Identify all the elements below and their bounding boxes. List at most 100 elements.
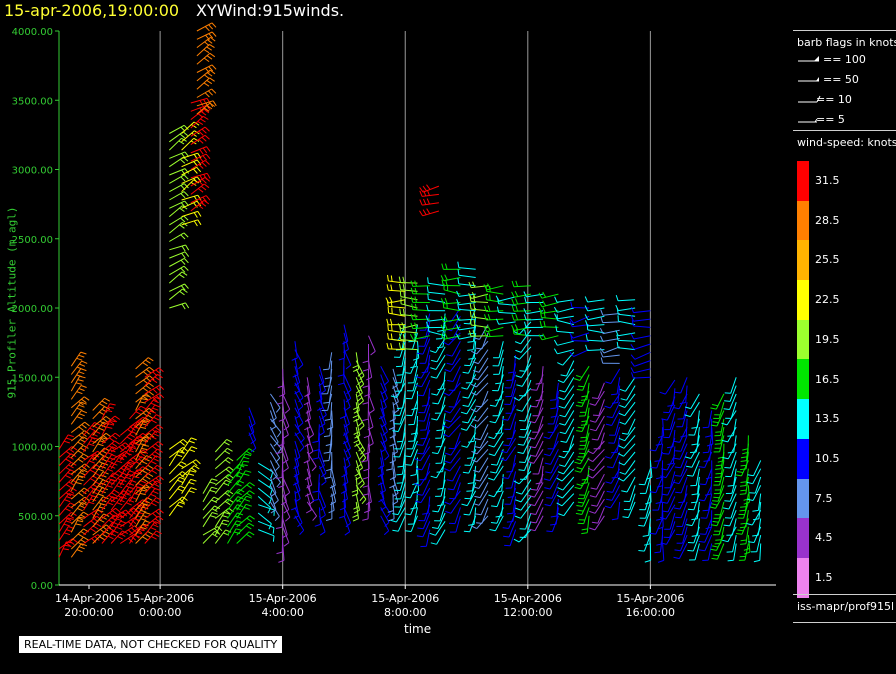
- wind-barb-feather: [130, 443, 136, 448]
- wind-barb: [528, 490, 544, 507]
- wind-barb-shaft: [478, 357, 489, 373]
- wind-barb: [687, 460, 700, 477]
- wind-barb: [709, 493, 725, 509]
- wind-barb-feather: [388, 426, 395, 430]
- wind-barb-shaft: [549, 490, 559, 507]
- wind-barb-feather: [128, 449, 134, 453]
- wind-barb-shaft: [479, 465, 489, 482]
- wind-barb: [739, 493, 749, 512]
- wind-barb: [362, 344, 369, 364]
- wind-barb-shaft: [458, 308, 476, 312]
- wind-barb-shaft: [597, 507, 605, 524]
- wind-barb: [169, 168, 190, 176]
- wind-barb-feather: [569, 351, 574, 357]
- wind-barb: [411, 303, 430, 312]
- wind-barb: [181, 446, 198, 461]
- wind-barb: [469, 318, 489, 328]
- wind-barb-feather: [150, 527, 157, 531]
- wind-barb-feather: [524, 321, 527, 328]
- wind-barb: [214, 498, 234, 511]
- wind-barb-feather: [386, 512, 391, 519]
- wind-barb-shaft: [732, 534, 737, 552]
- wind-barb-feather: [326, 468, 333, 472]
- wind-barb: [282, 418, 289, 439]
- wind-barb-shaft: [110, 479, 122, 494]
- wind-barb-feather: [179, 224, 185, 229]
- wind-barb-feather: [202, 115, 209, 120]
- wind-barb-feather: [198, 180, 204, 186]
- wind-barb-feather: [68, 514, 75, 519]
- wind-barb: [664, 471, 676, 489]
- wind-barb-shaft: [473, 424, 477, 442]
- wind-barb-shaft: [450, 407, 461, 423]
- wind-barb-feather: [308, 500, 315, 506]
- wind-barb: [387, 324, 406, 334]
- wind-barb-feather: [485, 293, 487, 300]
- wind-barb: [405, 440, 418, 458]
- wind-barb-shaft: [565, 418, 575, 434]
- wind-barb-feather: [201, 128, 207, 134]
- wind-barb-shaft: [633, 376, 651, 379]
- wind-barb-feather: [674, 391, 681, 394]
- wind-barb-shaft: [520, 496, 532, 511]
- wind-barb: [577, 440, 590, 458]
- wind-barb: [135, 444, 149, 461]
- wind-barb: [129, 405, 147, 420]
- y-tick-label: 4000.00: [12, 27, 53, 38]
- wind-barb-shaft: [355, 443, 367, 459]
- wind-barb: [473, 457, 489, 473]
- wind-barb: [407, 507, 418, 525]
- wind-barb: [70, 421, 90, 433]
- wind-barb: [618, 443, 636, 457]
- wind-barb-feather: [553, 339, 558, 346]
- wind-barb-shaft: [236, 490, 250, 503]
- wind-barb: [460, 415, 477, 431]
- wind-barb-feather: [502, 527, 509, 529]
- wind-barb-feather: [605, 423, 612, 426]
- wind-barb-shaft: [466, 415, 477, 431]
- wind-barb-shaft: [425, 529, 431, 547]
- wind-barb: [326, 410, 334, 430]
- wind-barb-feather: [352, 414, 359, 419]
- wind-barb-feather: [276, 431, 282, 438]
- wind-barb-shaft: [83, 515, 98, 528]
- wind-barb-shaft: [453, 474, 461, 490]
- wind-barb: [547, 432, 559, 450]
- wind-barb: [557, 476, 575, 491]
- wind-barb: [457, 261, 476, 270]
- wind-barb-feather: [523, 308, 527, 315]
- wind-barb: [511, 280, 531, 288]
- wind-barb: [110, 496, 127, 511]
- wind-barb-shaft: [633, 325, 651, 328]
- wind-barb: [58, 461, 77, 475]
- wind-barb: [414, 471, 431, 486]
- wind-barb: [749, 476, 762, 494]
- wind-barb-feather: [650, 467, 657, 469]
- wind-barb-shaft: [392, 460, 396, 478]
- wind-barb-feather: [317, 407, 323, 411]
- wind-barb: [519, 462, 532, 480]
- wind-barb-feather: [158, 508, 164, 514]
- wind-barb: [630, 333, 651, 340]
- wind-barb-feather: [408, 340, 415, 343]
- wind-barb-feather: [483, 284, 488, 291]
- wind-barb-feather: [619, 404, 626, 408]
- wind-barb: [502, 404, 517, 421]
- wind-barb-shaft: [555, 382, 559, 400]
- wind-barb-feather: [622, 516, 629, 519]
- wind-barb-shaft: [553, 415, 559, 433]
- wind-barb-shaft: [135, 407, 150, 420]
- wind-barb-feather: [339, 515, 346, 519]
- wind-barb-feather: [204, 26, 210, 32]
- wind-barb: [506, 504, 517, 523]
- wind-barb-feather: [198, 164, 204, 169]
- wind-barb-feather: [462, 404, 469, 407]
- wind-barb-feather: [268, 498, 272, 505]
- wind-barb-feather: [342, 440, 349, 445]
- wind-barb-shaft: [83, 464, 96, 478]
- wind-barb-feather: [448, 447, 455, 450]
- wind-barb: [410, 349, 418, 369]
- wind-barb-feather: [246, 450, 252, 455]
- wind-barb: [630, 360, 651, 367]
- wind-barb: [619, 377, 636, 392]
